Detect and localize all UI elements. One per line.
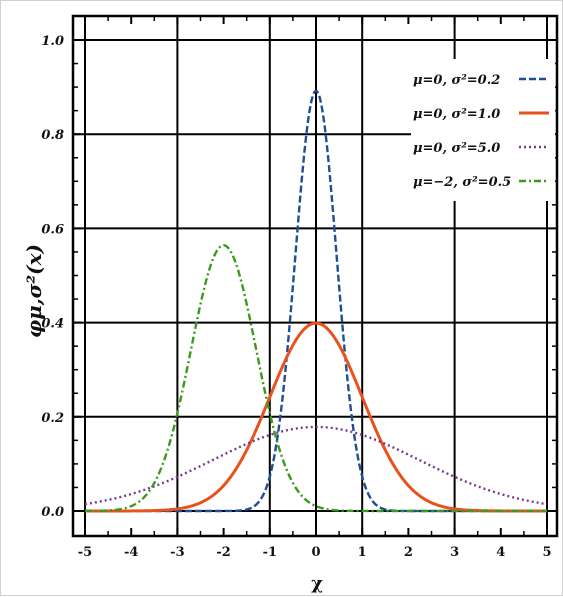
x-tick-label: 5 [542,545,551,560]
x-tick-label: -4 [124,545,138,560]
axis-ticks: -5 -4 -3 -2 -1 0 1 2 3 4 5 0.0 0.2 0.4 0.6 0.8 1.0 [41,16,557,560]
legend-label: μ=0, σ²=0.2 [413,73,500,88]
x-tick-label: 4 [496,545,505,560]
x-tick-label: -5 [78,545,92,560]
legend-label: μ=−2, σ²=0.5 [413,175,511,190]
x-tick-label: 0 [311,545,320,560]
x-tick-label: -2 [216,545,230,560]
series-line-4 [84,244,548,513]
y-tick-label: 1.0 [41,34,64,49]
legend-label: μ=0, σ²=5.0 [413,141,500,156]
y-tick-label: 0.2 [41,411,64,426]
x-tick-label: -1 [263,545,277,560]
legend: μ=0, σ²=0.2 μ=0, σ²=1.0 μ=0, σ²=5.0 μ=−2, σ… [411,59,555,201]
legend-label: μ=0, σ²=1.0 [413,107,500,122]
x-tick-label: 1 [358,545,367,560]
x-tick-label: -3 [170,545,184,560]
series-line-3 [84,425,548,506]
y-tick-label: 0.8 [41,128,64,143]
y-tick-label: 0.4 [41,317,64,332]
y-axis-label: φμ,σ²(x) [22,244,46,338]
y-tick-label: 0.6 [41,222,64,237]
y-tick-label: 0.0 [41,505,64,520]
x-tick-label: 3 [450,545,459,560]
x-tick-label: 2 [404,545,413,560]
x-axis-label: χ [311,573,323,594]
legend-box [411,59,555,201]
series-lines [84,89,548,513]
